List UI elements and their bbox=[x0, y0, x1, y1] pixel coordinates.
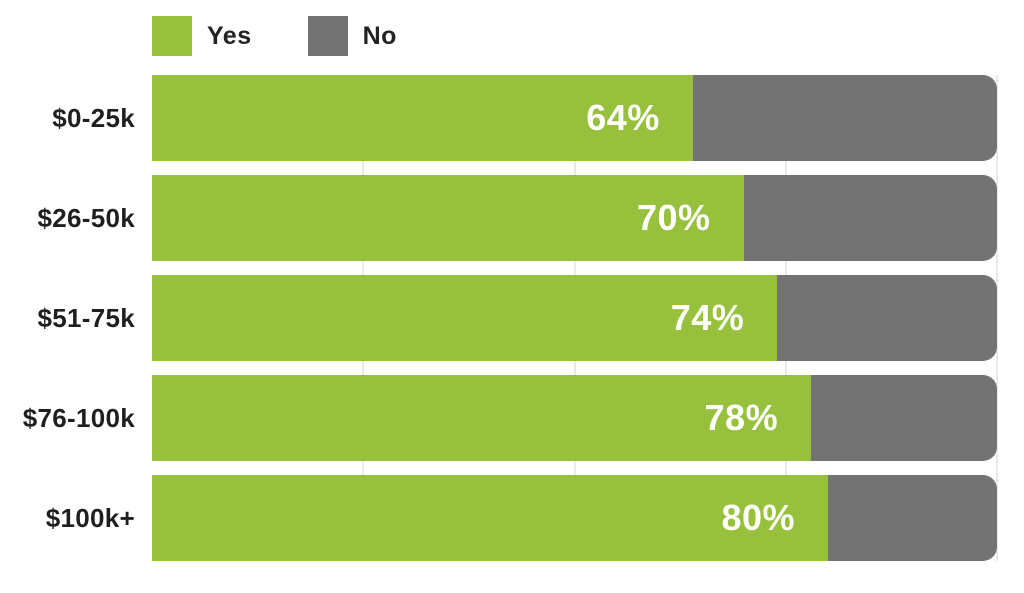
bar-row: $26-50k 70% bbox=[0, 175, 1024, 261]
category-label: $0-25k bbox=[52, 102, 135, 133]
bar-segment-yes: 64% bbox=[152, 75, 693, 161]
bar-value-label: 78% bbox=[704, 397, 779, 438]
category-label: $26-50k bbox=[37, 202, 135, 233]
legend-label-yes: Yes bbox=[207, 21, 252, 50]
gridline-100 bbox=[996, 75, 998, 561]
category-label: $51-75k bbox=[37, 302, 135, 333]
bar-row: $51-75k 74% bbox=[0, 275, 1024, 361]
bar-segment-yes: 80% bbox=[152, 475, 828, 561]
bar-segment-no: 74% bbox=[152, 275, 997, 361]
legend-item-yes: Yes bbox=[152, 16, 252, 56]
category-label: $76-100k bbox=[22, 402, 135, 433]
legend-item-no: No bbox=[307, 16, 397, 56]
plot-area: $0-25k 64% $26-50k 70% $51-75k 74% $76-1… bbox=[0, 75, 1024, 565]
bar-segment-no: 70% bbox=[152, 175, 997, 261]
legend-swatch-yes bbox=[152, 16, 192, 56]
bar-value-label: 70% bbox=[636, 197, 711, 238]
bar-value-label: 80% bbox=[721, 497, 795, 538]
category-label: $100k+ bbox=[45, 502, 135, 533]
bar-segment-no: 80% bbox=[152, 475, 997, 561]
bar-row: $100k+ 80% bbox=[0, 475, 1024, 561]
bar-rows: $0-25k 64% $26-50k 70% $51-75k 74% $76-1… bbox=[0, 75, 1024, 561]
bar-value-label: 74% bbox=[670, 297, 745, 338]
bar-value-label: 64% bbox=[586, 97, 660, 138]
legend-label-no: No bbox=[362, 21, 397, 50]
bar-row: $0-25k 64% bbox=[0, 75, 1024, 161]
bar-segment-no: 64% bbox=[152, 75, 997, 161]
bar-segment-yes: 74% bbox=[152, 275, 778, 361]
legend-swatch-no bbox=[307, 16, 348, 56]
bar-segment-yes: 78% bbox=[152, 375, 812, 461]
bar-segment-yes: 70% bbox=[152, 175, 744, 261]
bar-row: $76-100k 78% bbox=[0, 375, 1024, 461]
bar-segment-no: 78% bbox=[152, 375, 997, 461]
legend: Yes No bbox=[152, 16, 397, 56]
